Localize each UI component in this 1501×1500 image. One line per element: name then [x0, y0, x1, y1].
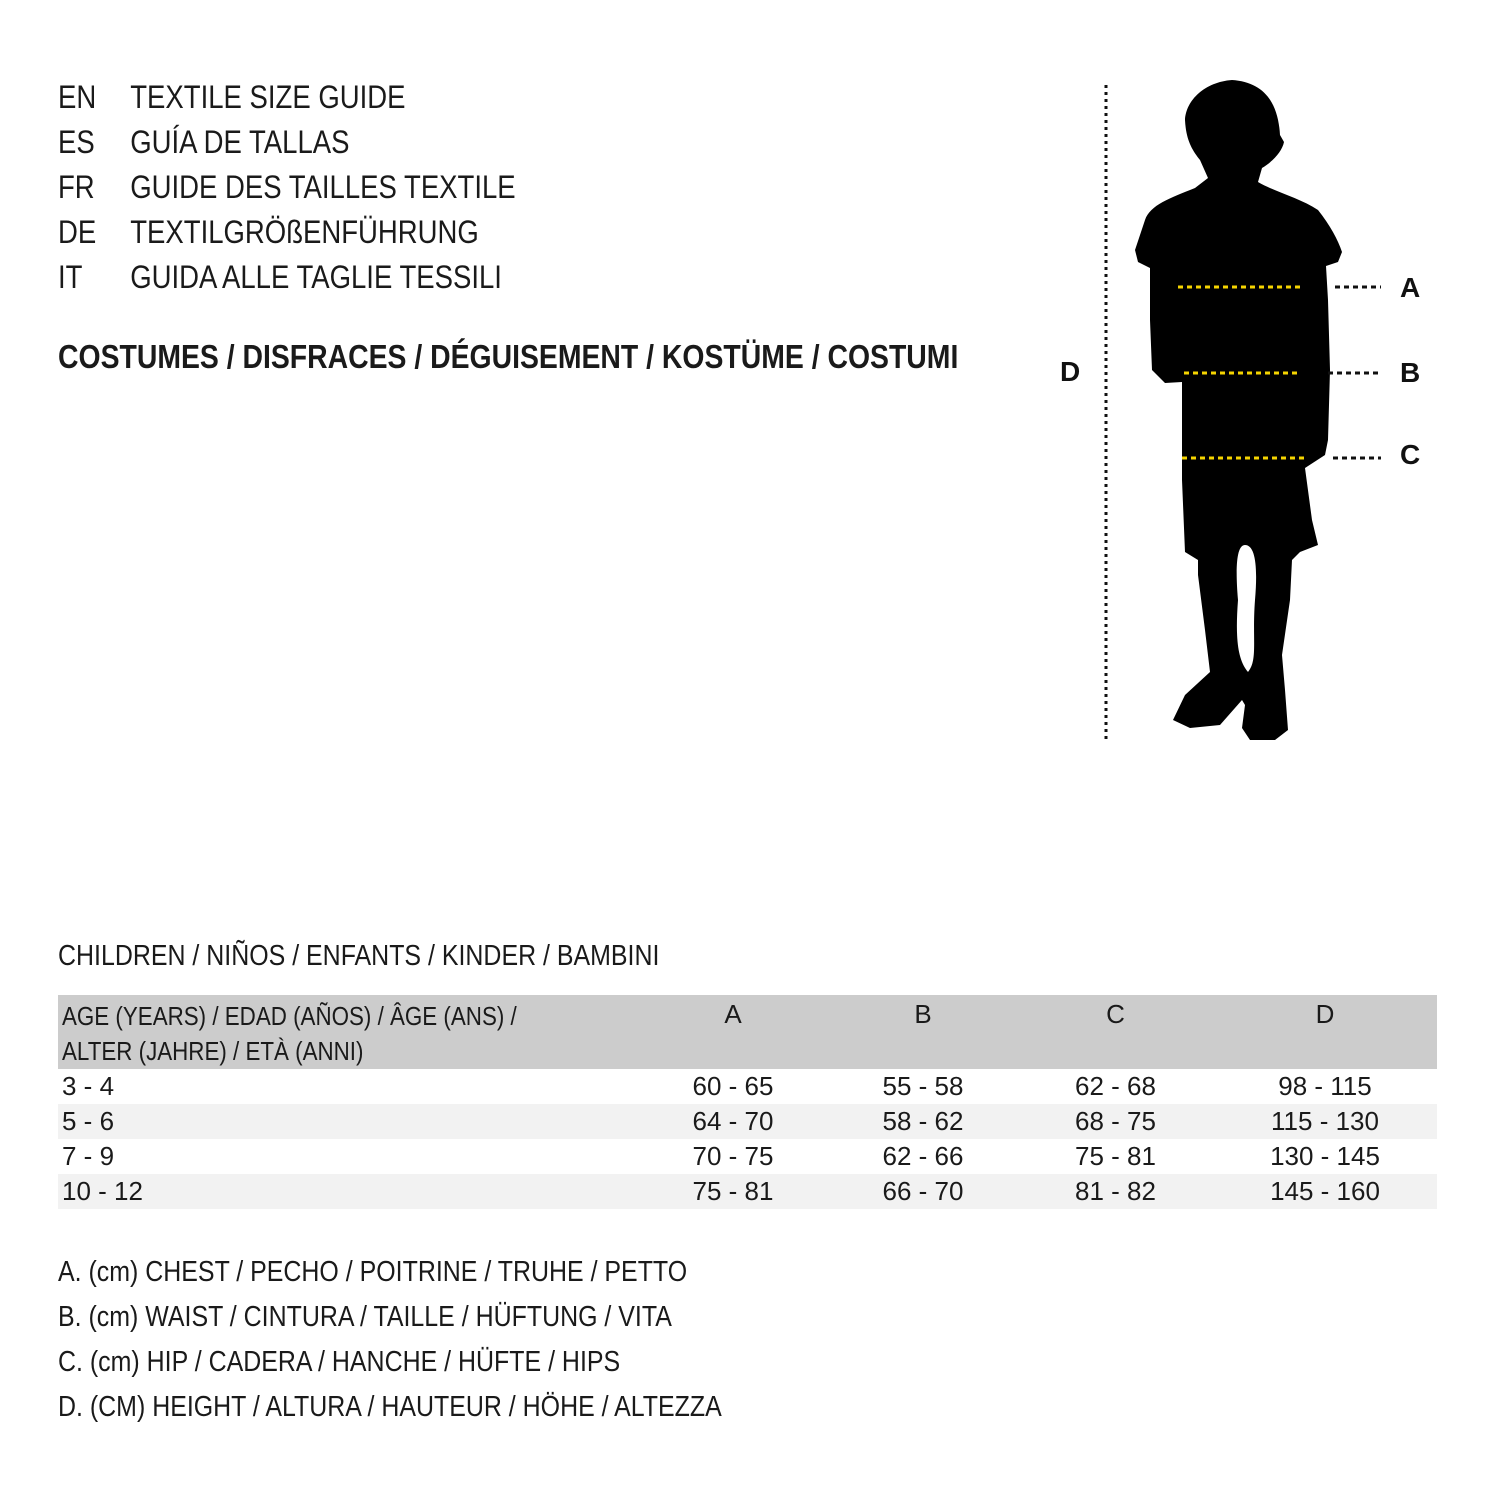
cell-a: 70 - 75: [692, 1141, 774, 1171]
cell-c: 62 - 68: [1075, 1071, 1156, 1101]
lang-title: TEXTILE SIZE GUIDE: [130, 79, 406, 115]
cell-c: 75 - 81: [1075, 1141, 1156, 1171]
cell-d: 130 - 145: [1270, 1141, 1380, 1171]
legend-item-d: D. (CM) HEIGHT / ALTURA / HAUTEUR / HÖHE…: [58, 1391, 722, 1423]
title-fr: FR GUIDE DES TAILLES TEXTILE: [58, 165, 516, 210]
cell-b: 55 - 58: [882, 1071, 964, 1101]
cell-b: 66 - 70: [828, 1174, 1018, 1209]
lang-code: ES: [58, 124, 95, 160]
label-c: C: [1400, 439, 1420, 470]
label-d: D: [1060, 356, 1080, 387]
cell-d: 98 - 115: [1278, 1071, 1372, 1101]
lang-code: EN: [58, 79, 97, 115]
header-age: AGE (YEARS) / EDAD (AÑOS) / ÂGE (ANS) / A…: [58, 995, 638, 1069]
lang-code: IT: [58, 259, 83, 295]
lang-title: GUIDE DES TAILLES TEXTILE: [130, 169, 516, 205]
header-b: B: [828, 995, 1018, 1069]
label-b: B: [1400, 357, 1420, 388]
lang-title: GUÍA DE TALLAS: [130, 124, 350, 160]
lang-code: DE: [58, 214, 97, 250]
table-row: 10 - 12 75 - 81 66 - 70 81 - 82 145 - 160: [58, 1174, 1437, 1209]
legend-item-b: B. (cm) WAIST / CINTURA / TAILLE / HÜFTU…: [58, 1301, 672, 1333]
header-a: A: [638, 995, 828, 1069]
table-header: AGE (YEARS) / EDAD (AÑOS) / ÂGE (ANS) / A…: [58, 995, 1437, 1069]
cell-c: 81 - 82: [1018, 1174, 1213, 1209]
header-d: D: [1213, 995, 1437, 1069]
label-a: A: [1400, 272, 1420, 303]
lang-code: FR: [58, 169, 95, 205]
cell-age: 10 - 12: [58, 1174, 638, 1209]
header-c: C: [1018, 995, 1213, 1069]
category-heading: COSTUMES / DISFRACES / DÉGUISEMENT / KOS…: [58, 338, 959, 375]
legend-item-c: C. (cm) HIP / CADERA / HANCHE / HÜFTE / …: [58, 1346, 621, 1378]
section-title: CHILDREN / NIÑOS / ENFANTS / KINDER / BA…: [58, 940, 660, 972]
cell-a: 64 - 70: [638, 1104, 828, 1139]
measurement-legend: A. (cm) CHEST / PECHO / POITRINE / TRUHE…: [58, 1250, 722, 1430]
lang-title: TEXTILGRÖßENFÜHRUNG: [130, 214, 479, 250]
cell-c: 68 - 75: [1018, 1104, 1213, 1139]
legend-item-a: A. (cm) CHEST / PECHO / POITRINE / TRUHE…: [58, 1256, 688, 1288]
cell-a: 60 - 65: [692, 1071, 774, 1101]
cell-age: 3 - 4: [62, 1071, 115, 1101]
title-it: IT GUIDA ALLE TAGLIE TESSILI: [58, 255, 502, 300]
cell-b: 58 - 62: [828, 1104, 1018, 1139]
header-age-line1: AGE (YEARS) / EDAD (AÑOS) / ÂGE (ANS) /: [62, 1001, 517, 1031]
size-table: AGE (YEARS) / EDAD (AÑOS) / ÂGE (ANS) / A…: [58, 995, 1437, 1209]
child-silhouette-icon: [1135, 80, 1342, 740]
table-row: 7 - 9 70 - 75 62 - 66 75 - 81 130 - 145: [58, 1139, 1437, 1174]
cell-b: 62 - 66: [882, 1141, 964, 1171]
cell-d: 145 - 160: [1213, 1174, 1437, 1209]
header-age-line2: ALTER (JAHRE) / ETÀ (ANNI): [62, 1036, 364, 1066]
size-figure: D A B C: [1060, 80, 1420, 742]
cell-a: 75 - 81: [638, 1174, 828, 1209]
title-en: EN TEXTILE SIZE GUIDE: [58, 75, 405, 120]
title-es: ES GUÍA DE TALLAS: [58, 120, 349, 165]
cell-age: 5 - 6: [58, 1104, 638, 1139]
lang-title: GUIDA ALLE TAGLIE TESSILI: [130, 259, 502, 295]
cell-age: 7 - 9: [62, 1141, 115, 1171]
cell-d: 115 - 130: [1213, 1104, 1437, 1139]
title-de: DE TEXTILGRÖßENFÜHRUNG: [58, 210, 479, 255]
table-row: 5 - 6 64 - 70 58 - 62 68 - 75 115 - 130: [58, 1104, 1437, 1139]
table-row: 3 - 4 60 - 65 55 - 58 62 - 68 98 - 115: [58, 1069, 1437, 1104]
